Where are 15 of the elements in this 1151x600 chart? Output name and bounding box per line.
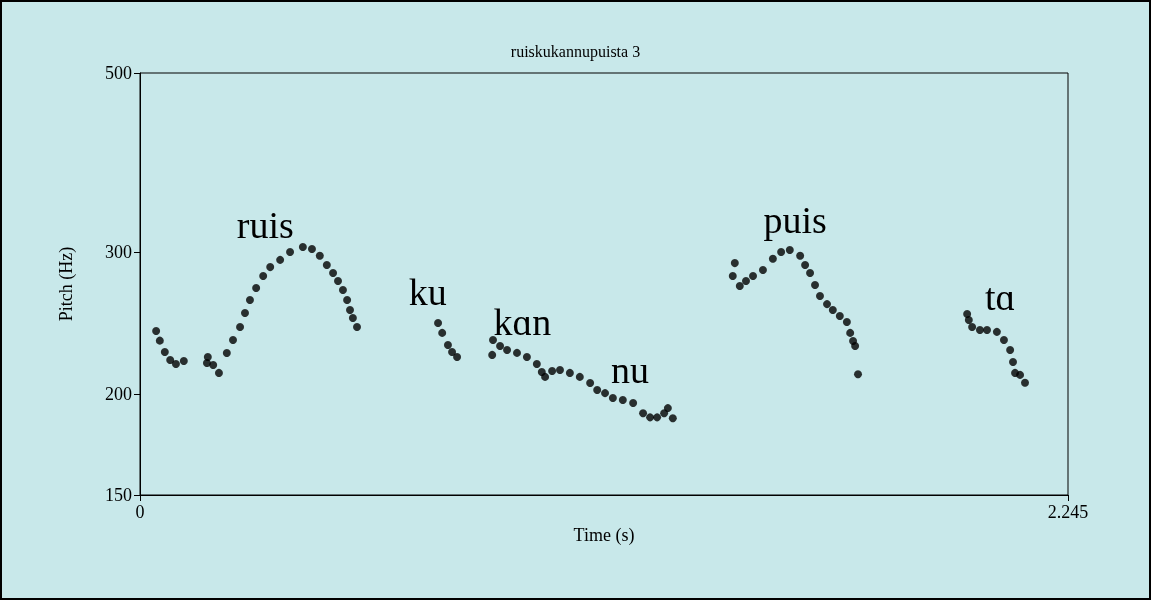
- x-tick-label: 0: [135, 502, 145, 522]
- y-axis-title: Pitch (Hz): [56, 246, 77, 322]
- y-tick-label: 150: [105, 485, 132, 505]
- y-tick-label: 300: [105, 242, 132, 263]
- annotation: puis: [763, 198, 827, 241]
- y-tick-label: 500: [105, 63, 132, 83]
- annotation: ku: [408, 271, 447, 314]
- annotation: tɑ: [985, 276, 1016, 319]
- x-axis-title: Time (s): [573, 524, 635, 546]
- annotation: nu: [610, 349, 649, 392]
- annotation: kɑn: [493, 300, 552, 343]
- y-tick-label: 200: [105, 384, 132, 405]
- chart-title: ruiskukannupuista 3: [510, 42, 641, 61]
- annotation: ruis: [236, 203, 294, 246]
- x-tick-label: 2.245: [1047, 502, 1089, 522]
